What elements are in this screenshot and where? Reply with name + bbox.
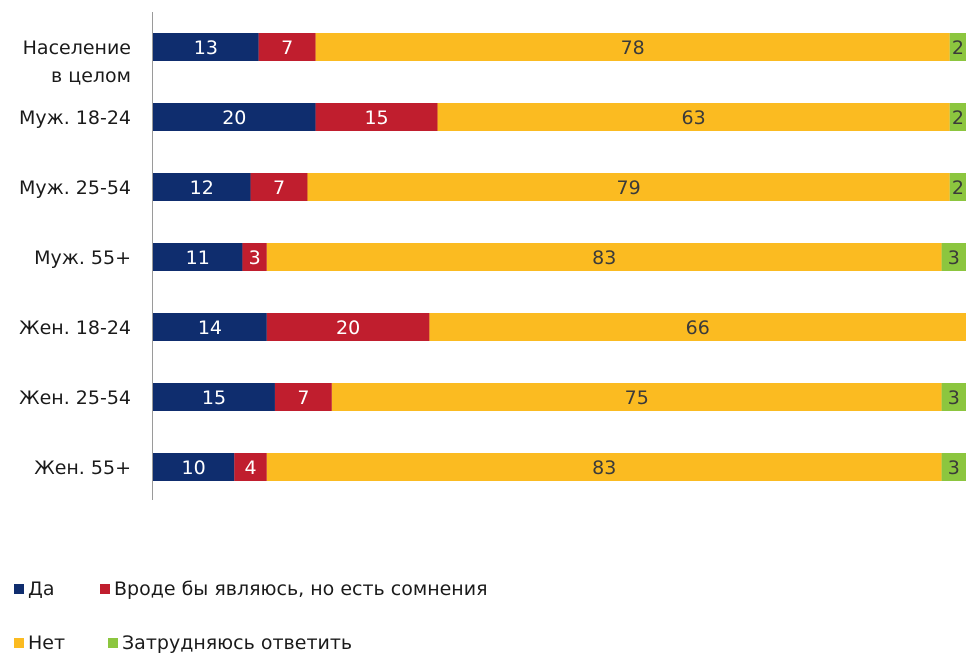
category-label: Муж. 25-54	[19, 177, 131, 199]
bar-segment-no	[331, 383, 942, 411]
category-label-line: Муж. 55+	[34, 247, 131, 269]
bar-segment-hard-to-say	[949, 173, 966, 201]
legend-swatch-no	[14, 638, 24, 648]
category-label-line: в целом	[51, 65, 131, 87]
bar-segment-hard-to-say	[941, 383, 966, 411]
bar-value-label: 83	[592, 457, 616, 479]
bar-segment-doubt	[258, 33, 316, 61]
bar-value-label: 63	[682, 107, 706, 129]
bar-segment-yes	[153, 383, 275, 411]
bar-value-label: 13	[194, 37, 218, 59]
bar-value-label: 3	[948, 247, 960, 269]
category-label: Жен. 25-54	[19, 387, 131, 409]
bar-value-label: 3	[948, 387, 960, 409]
bar-segment-doubt	[250, 173, 308, 201]
legend-label-doubt: Вроде бы являюсь, но есть сомнения	[114, 578, 488, 600]
bar-value-label: 75	[625, 387, 649, 409]
bar-segment-yes	[153, 243, 243, 271]
bar-segment-doubt	[274, 383, 332, 411]
legend-item-yes: Да	[14, 578, 55, 600]
bar-value-label: 3	[249, 247, 261, 269]
bar-value-label: 66	[686, 317, 710, 339]
bar-segment-no	[307, 173, 950, 201]
bar-value-label: 2	[952, 177, 964, 199]
bar-segment-yes	[153, 103, 316, 131]
bar-segment-no	[315, 33, 950, 61]
legend-item-no: Нет	[14, 632, 65, 654]
category-label-line: Население	[23, 37, 131, 59]
category-label-line: Жен. 55+	[34, 457, 131, 479]
bar-value-label: 10	[182, 457, 206, 479]
category-label-line: Жен. 25-54	[19, 387, 131, 409]
bar-segment-doubt	[242, 243, 267, 271]
bars-group: 13 7 78 2 20 15 63 2 12 7 79 2 11 3 83 3 14 20 66 15 7 75 3 10 4…	[153, 33, 966, 481]
bar-value-label: 15	[364, 107, 388, 129]
bar-segment-yes	[153, 173, 251, 201]
legend-item-hard-to-say: Затрудняюсь ответить	[108, 632, 352, 654]
bar-segment-doubt	[234, 453, 267, 481]
bar-segment-no	[437, 103, 950, 131]
bar-segment-yes	[153, 33, 259, 61]
bar-segment-no	[266, 453, 942, 481]
bar-value-label: 2	[952, 37, 964, 59]
category-label-line: Жен. 18-24	[19, 317, 131, 339]
bar-value-label: 4	[245, 457, 257, 479]
bar-segment-hard-to-say	[941, 453, 966, 481]
category-label: Жен. 18-24	[19, 317, 131, 339]
legend-label-yes: Да	[28, 578, 55, 600]
category-label-line: Муж. 25-54	[19, 177, 131, 199]
category-labels-group: Население в целом Муж. 18-24 Муж. 25-54 Муж.…	[19, 37, 131, 479]
bar-segment-yes	[153, 453, 235, 481]
bar-value-label: 3	[948, 457, 960, 479]
category-label: Муж. 55+	[34, 247, 131, 269]
bar-segment-hard-to-say	[941, 243, 966, 271]
legend-label-no: Нет	[28, 632, 66, 654]
legend-label-hard-to-say: Затрудняюсь ответить	[122, 632, 353, 654]
category-label-line: Муж. 18-24	[19, 107, 131, 129]
bar-value-label: 7	[273, 177, 285, 199]
bar-value-label: 15	[202, 387, 226, 409]
bar-segment-no	[429, 313, 966, 341]
legend-swatch-doubt	[100, 584, 110, 594]
bar-value-label: 7	[297, 387, 309, 409]
legend-item-doubt: Вроде бы являюсь, но есть сомнения	[100, 578, 488, 600]
legend-swatch-hard-to-say	[108, 638, 118, 648]
bar-value-label: 14	[198, 317, 222, 339]
bar-value-label: 83	[592, 247, 616, 269]
bar-value-label: 11	[186, 247, 210, 269]
bar-segment-yes	[153, 313, 267, 341]
bar-value-label: 20	[336, 317, 360, 339]
category-label: Жен. 55+	[34, 457, 131, 479]
bar-value-label: 79	[617, 177, 641, 199]
bar-value-label: 7	[281, 37, 293, 59]
category-label: Население в целом	[23, 37, 131, 87]
bar-segment-hard-to-say	[949, 103, 966, 131]
bar-value-label: 2	[952, 107, 964, 129]
bar-segment-no	[266, 243, 942, 271]
category-label: Муж. 18-24	[19, 107, 131, 129]
bar-segment-doubt	[315, 103, 438, 131]
bar-segment-doubt	[266, 313, 430, 341]
bar-value-label: 12	[190, 177, 214, 199]
legend-swatch-yes	[14, 584, 24, 594]
bar-segment-hard-to-say	[949, 33, 966, 61]
bar-value-label: 78	[621, 37, 645, 59]
bar-value-label: 20	[222, 107, 246, 129]
